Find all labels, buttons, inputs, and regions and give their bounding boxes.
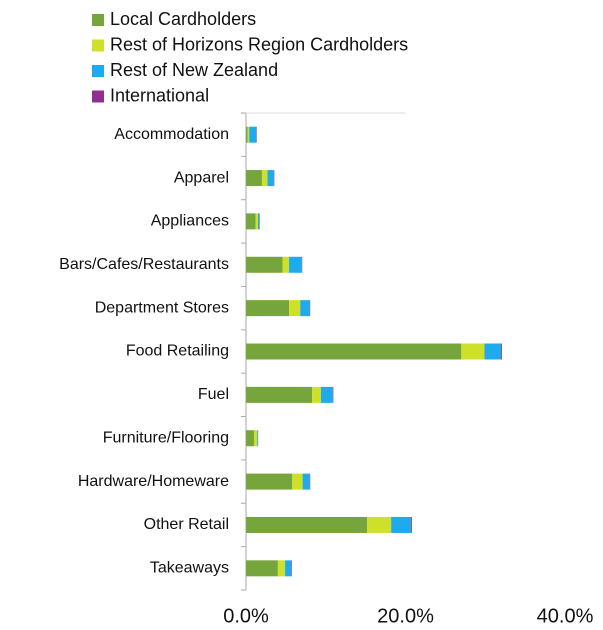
bar-segment	[247, 126, 250, 143]
bar-segment	[246, 300, 290, 317]
bar-segment	[277, 560, 286, 577]
bar-segment	[246, 126, 248, 143]
bar-segment	[257, 213, 260, 230]
category-label: Accommodation	[114, 126, 229, 143]
bar-segment	[289, 256, 302, 273]
legend-label: International	[110, 85, 209, 105]
bar-segment	[367, 516, 392, 533]
bar-segment	[289, 300, 301, 317]
category-label: Bars/Cafes/Restaurants	[59, 256, 229, 273]
legend-swatch	[92, 65, 104, 77]
bar-segment	[246, 473, 293, 490]
bar-segment	[246, 256, 283, 273]
bar-segment	[246, 560, 278, 577]
bar-segment	[501, 343, 502, 360]
bar-segment	[312, 386, 321, 403]
bar-segment	[246, 213, 256, 230]
x-tick-label: 20.0%	[377, 605, 434, 627]
bar-segment	[411, 516, 412, 533]
category-label: Apparel	[174, 169, 229, 186]
bar-segment	[282, 256, 290, 273]
bar-segment	[246, 386, 313, 403]
bar-segment	[300, 300, 310, 317]
bar-segment	[484, 343, 502, 360]
bar-segment	[261, 170, 268, 187]
bar-segment	[292, 473, 303, 490]
bar-segment	[285, 560, 292, 577]
category-label: Hardware/Homeware	[78, 473, 229, 490]
bar-segment	[267, 170, 274, 187]
category-label: Fuel	[198, 386, 229, 403]
bar-segment	[246, 430, 254, 447]
legend-label: Rest of New Zealand	[110, 60, 278, 80]
category-label: Other Retail	[144, 516, 229, 533]
x-tick-label: 0.0%	[223, 605, 269, 627]
bar-segment	[253, 430, 258, 447]
legend-swatch	[92, 14, 104, 26]
category-label: Appliances	[151, 213, 229, 230]
bar-segment	[246, 343, 462, 360]
bar-segment	[255, 213, 258, 230]
legend-swatch	[92, 90, 104, 103]
legend-label: Rest of Horizons Region Cardholders	[110, 34, 408, 54]
bar-segment	[320, 386, 333, 403]
legend-swatch	[92, 39, 104, 52]
category-label: Takeaways	[150, 560, 229, 577]
legend-label: Local Cardholders	[110, 9, 256, 29]
bar-segment	[391, 516, 412, 533]
bar-segment	[302, 473, 310, 490]
bar-segment	[257, 430, 258, 447]
x-tick-label: 40.0%	[537, 605, 594, 627]
category-label: Furniture/Flooring	[103, 429, 229, 446]
category-label: Department Stores	[95, 299, 229, 316]
bar-segment	[461, 343, 485, 360]
bar-segment	[246, 170, 262, 187]
category-label: Food Retailing	[126, 343, 229, 360]
bar-segment	[246, 516, 368, 533]
bar-segment	[249, 126, 257, 143]
